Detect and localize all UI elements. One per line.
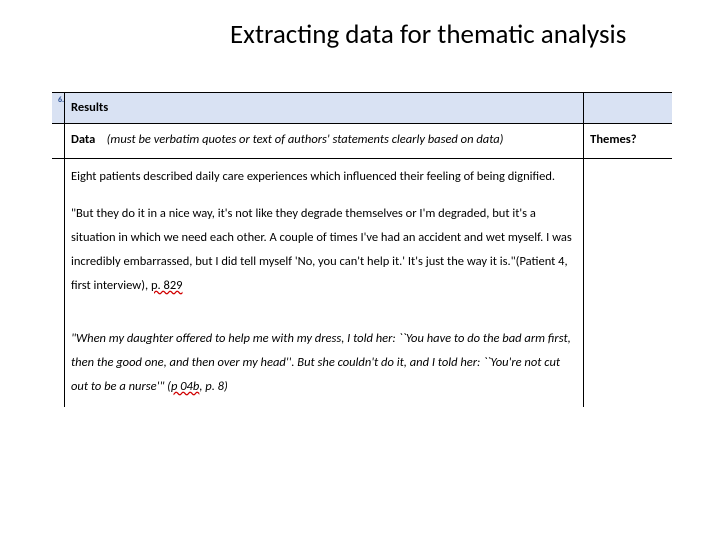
quote-2-text-b: , p. 8) bbox=[199, 379, 227, 394]
quote-2-text-a: "When my daughter offered to help me wit… bbox=[71, 331, 571, 394]
data-label: Data bbox=[71, 132, 95, 147]
extraction-table: 6. Results Data (must be verbatim quotes… bbox=[52, 92, 672, 407]
body-row: Eight patients described daily care expe… bbox=[52, 159, 672, 407]
header-marker-cell bbox=[52, 124, 65, 158]
quote-2: "When my daughter offered to help me wit… bbox=[71, 327, 577, 398]
quote-1: "But they do it in a nice way, it's not … bbox=[71, 202, 577, 297]
body-marker-cell bbox=[52, 159, 65, 407]
data-note: (must be verbatim quotes or text of auth… bbox=[107, 132, 504, 147]
gap-2 bbox=[71, 297, 577, 327]
slide-title: Extracting data for thematic analysis bbox=[230, 18, 626, 51]
results-header-row: 6. Results bbox=[52, 93, 672, 124]
para-1: Eight patients described daily care expe… bbox=[71, 165, 577, 189]
quote-2-pid: p 04b bbox=[171, 379, 199, 394]
results-cell: Results bbox=[65, 93, 584, 123]
body-themes-cell bbox=[584, 159, 672, 407]
column-header-row: Data (must be verbatim quotes or text of… bbox=[52, 124, 672, 159]
data-header-cell: Data (must be verbatim quotes or text of… bbox=[65, 124, 584, 158]
row-marker: 6. bbox=[52, 93, 65, 123]
gap-1 bbox=[71, 188, 577, 202]
results-themes-cell bbox=[584, 93, 672, 123]
quote-1-page: p. 829 bbox=[151, 278, 183, 293]
body-data-cell: Eight patients described daily care expe… bbox=[65, 159, 584, 407]
themes-header-cell: Themes? bbox=[584, 124, 672, 158]
slide: Extracting data for thematic analysis 6.… bbox=[0, 0, 720, 540]
data-spacer bbox=[98, 132, 104, 147]
quote-1-text: "But they do it in a nice way, it's not … bbox=[71, 206, 572, 292]
